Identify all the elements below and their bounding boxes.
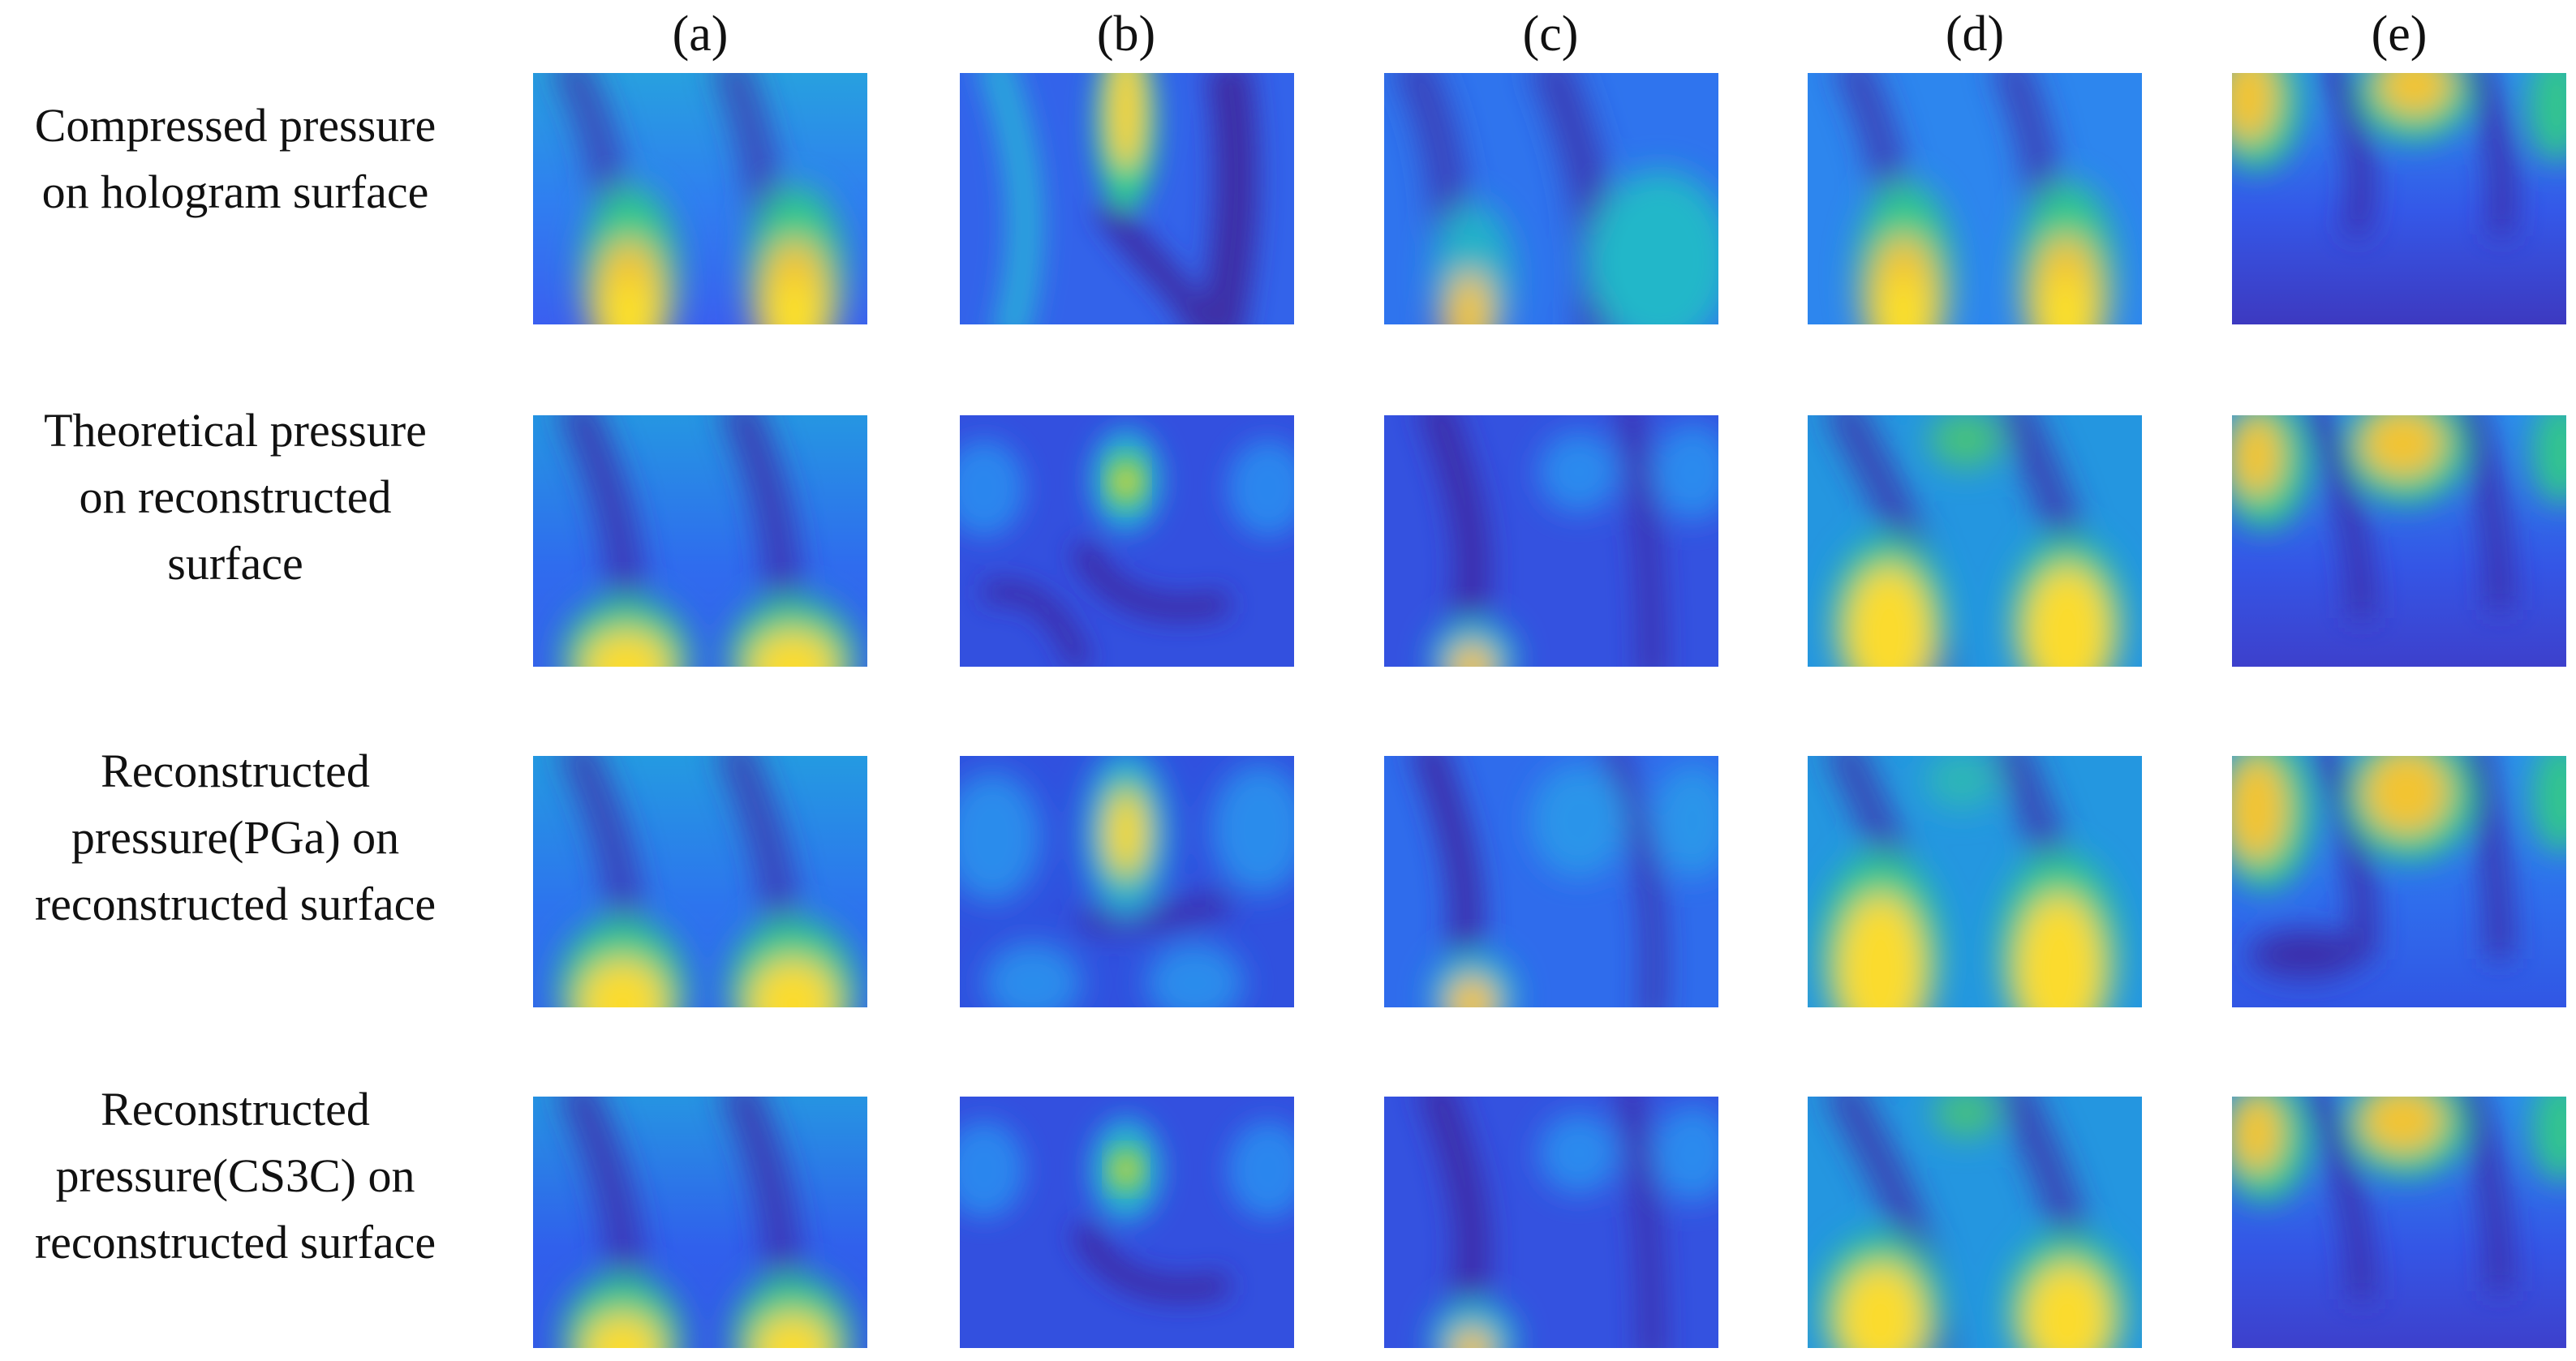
- pressure-map: [960, 73, 1294, 324]
- panel-theoretical-e: [2232, 415, 2566, 667]
- panel-theoretical-b: [960, 415, 1294, 667]
- row-label-line: on reconstructed: [79, 470, 392, 523]
- pressure-map: [1384, 415, 1718, 667]
- panel-compressed-b: [960, 73, 1294, 324]
- column-label-e: (e): [2371, 6, 2428, 62]
- row-label-line: reconstructed surface: [34, 1216, 437, 1269]
- panel-compressed-e: [2232, 73, 2566, 324]
- panel-cs3c-a: [533, 1097, 867, 1348]
- pressure-map: [533, 756, 867, 1007]
- row-label-pga: Reconstructed pressure(PGa) on reconstru…: [0, 738, 471, 938]
- pressure-map: [1808, 756, 2142, 1007]
- row-label-cs3c: Reconstructed pressure(CS3C) on reconstr…: [0, 1076, 471, 1276]
- panel-cs3c-c: [1384, 1097, 1718, 1348]
- row-label-line: reconstructed surface: [34, 878, 437, 930]
- column-label-d: (d): [1945, 6, 2005, 62]
- pressure-map: [1384, 73, 1718, 324]
- row-label-line: Reconstructed: [101, 745, 370, 797]
- column-label-c: (c): [1522, 6, 1579, 62]
- pressure-map: [2232, 415, 2566, 667]
- panel-compressed-d: [1808, 73, 2142, 324]
- panel-compressed-a: [533, 73, 867, 324]
- pressure-map: [1808, 73, 2142, 324]
- row-label-line: pressure(PGa) on: [71, 811, 400, 864]
- panel-cs3c-b: [960, 1097, 1294, 1348]
- panel-pga-e: [2232, 756, 2566, 1007]
- row-label-line: Reconstructed: [101, 1083, 370, 1136]
- row-label-line: Compressed pressure: [34, 99, 437, 152]
- panel-pga-a: [533, 756, 867, 1007]
- pressure-map: [1808, 415, 2142, 667]
- row-label-theoretical: Theoretical pressure on reconstructed su…: [0, 397, 471, 597]
- row-label-line: on hologram surface: [41, 165, 429, 218]
- column-label-b: (b): [1096, 6, 1156, 62]
- column-label-a: (a): [672, 6, 729, 62]
- panel-cs3c-d: [1808, 1097, 2142, 1348]
- panel-pga-c: [1384, 756, 1718, 1007]
- panel-pga-d: [1808, 756, 2142, 1007]
- pressure-map: [1384, 1097, 1718, 1348]
- pressure-map: [960, 1097, 1294, 1348]
- panel-cs3c-e: [2232, 1097, 2566, 1348]
- panel-compressed-c: [1384, 73, 1718, 324]
- row-label-line: Theoretical pressure: [44, 404, 427, 457]
- pressure-map: [960, 756, 1294, 1007]
- pressure-map: [533, 415, 867, 667]
- row-label-line: pressure(CS3C) on: [55, 1149, 415, 1202]
- pressure-map: [533, 73, 867, 324]
- pressure-map: [2232, 1097, 2566, 1348]
- pressure-map: [2232, 73, 2566, 324]
- row-label-compressed: Compressed pressure on hologram surface: [0, 92, 471, 225]
- panel-theoretical-c: [1384, 415, 1718, 667]
- pressure-map: [1384, 756, 1718, 1007]
- pressure-map: [533, 1097, 867, 1348]
- pressure-map: [2232, 756, 2566, 1007]
- row-label-line: surface: [167, 537, 303, 590]
- pressure-map: [960, 415, 1294, 667]
- panel-theoretical-d: [1808, 415, 2142, 667]
- panel-theoretical-a: [533, 415, 867, 667]
- pressure-map: [1808, 1097, 2142, 1348]
- panel-pga-b: [960, 756, 1294, 1007]
